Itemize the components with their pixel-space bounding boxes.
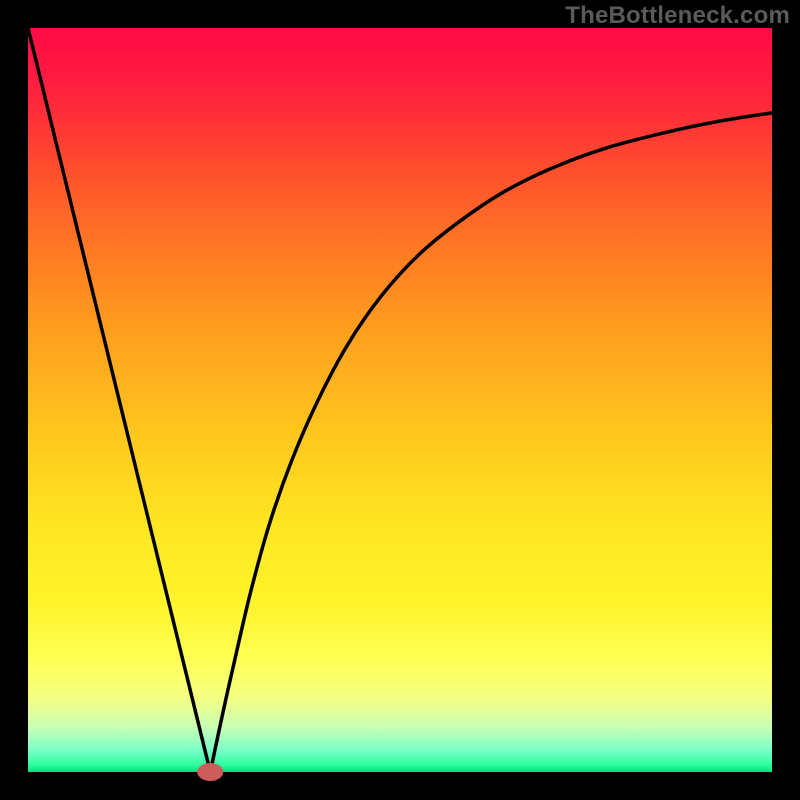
chart-svg-container	[0, 0, 800, 800]
chart-svg	[0, 0, 800, 800]
chart-frame: TheBottleneck.com	[0, 0, 800, 800]
minimum-marker	[197, 763, 223, 781]
watermark-text: TheBottleneck.com	[565, 2, 790, 30]
chart-background	[28, 28, 772, 772]
